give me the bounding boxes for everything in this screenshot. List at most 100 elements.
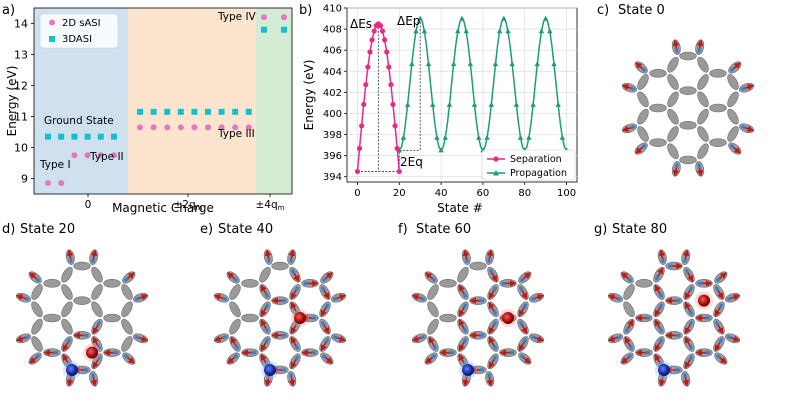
b-ytick-label: 402: [323, 88, 342, 99]
dasi-point: [205, 108, 211, 115]
nano-island: [709, 69, 727, 78]
moment-arrow: [684, 324, 691, 335]
nano-island: [623, 301, 635, 318]
sasi-point: [164, 124, 171, 131]
moment-arrow: [458, 353, 465, 364]
island-blue-end: [492, 320, 498, 327]
island-blue-end: [431, 353, 437, 359]
separation-point: [392, 123, 398, 129]
island-blue-end: [630, 86, 636, 91]
sasi-point: [245, 124, 252, 131]
moment-arrow: [654, 353, 661, 364]
moment-arrow: [488, 359, 495, 369]
propagation-point: [455, 28, 461, 34]
island-blue-end: [91, 258, 95, 263]
moment-arrow: [719, 272, 727, 280]
propagation-point: [467, 61, 474, 67]
panel-f-label: f): [398, 222, 408, 237]
moment-arrow: [458, 284, 465, 294]
island-blue-end: [66, 338, 72, 344]
positive-charge: [86, 346, 98, 359]
moment-arrow: [730, 294, 741, 301]
island-blue-end: [222, 296, 228, 301]
dasi-point: [111, 133, 117, 140]
moment-arrow: [635, 62, 643, 70]
nano-island: [457, 266, 469, 283]
separation-point: [356, 145, 363, 151]
island-blue-end: [420, 296, 426, 301]
island-blue-end: [289, 258, 293, 263]
island-blue-end: [714, 320, 720, 327]
moment-arrow: [325, 272, 333, 280]
island-blue-end: [233, 353, 239, 359]
island-blue-end: [332, 296, 338, 301]
island-blue-end: [462, 303, 468, 309]
propagation-point: [459, 15, 465, 21]
moment-arrow: [213, 335, 224, 342]
negative-charge: [462, 364, 474, 376]
b-ytick-label: 396: [323, 151, 342, 162]
b-xtick-label: 100: [557, 188, 576, 199]
nano-island: [31, 284, 43, 300]
propagation-point: [425, 61, 432, 67]
island-blue-end: [69, 258, 73, 263]
nano-island: [637, 74, 649, 90]
panel-b: b) 394 396 398 400 402 404 406 408 410 0 20 40 60 80…: [299, 3, 578, 215]
sasi-point: [84, 152, 91, 159]
propagation-point: [551, 61, 557, 67]
moment-arrow: [66, 377, 74, 387]
island-blue-end: [729, 143, 735, 149]
separation-point: [371, 28, 377, 34]
island-blue-end: [294, 355, 300, 361]
legend-dasi-marker: [49, 36, 55, 42]
island-blue-end: [290, 268, 296, 275]
moment-arrow: [627, 319, 634, 329]
nano-island: [43, 313, 61, 323]
moment-arrow: [654, 342, 661, 352]
moment-arrow: [684, 301, 691, 312]
nano-island: [697, 91, 709, 108]
b-xtick-label: 0: [354, 188, 360, 199]
moment-arrow: [290, 290, 297, 300]
nano-island: [697, 126, 709, 142]
island-blue-end: [123, 277, 129, 283]
b-xtick-label: 80: [518, 188, 531, 199]
moment-arrow: [62, 342, 69, 352]
island-blue-end: [134, 296, 140, 301]
moment-arrow: [92, 324, 99, 335]
propagation-point: [542, 15, 549, 21]
moment-arrow: [462, 249, 470, 259]
island-blue-end: [729, 67, 735, 73]
moment-arrow: [260, 319, 267, 329]
nano-island: [121, 301, 133, 318]
nano-island: [637, 108, 649, 125]
moment-arrow: [488, 336, 495, 346]
island-blue-end: [35, 277, 41, 283]
propagation-point: [430, 101, 436, 107]
b-ytick-label: 398: [323, 130, 342, 141]
b-ytick-label: 410: [323, 4, 342, 15]
b-y-axis: 394 396 398 400 402 404 406 408 410: [323, 4, 347, 183]
island-blue-end: [123, 353, 129, 359]
island-blue-end: [462, 338, 468, 344]
island-blue-end: [688, 344, 694, 350]
propagation-point: [484, 134, 490, 140]
sasi-point: [218, 124, 225, 131]
moment-arrow: [458, 342, 465, 352]
nano-island: [91, 266, 103, 283]
moment-arrow: [521, 324, 528, 335]
annot-type-1: Type I: [39, 159, 71, 171]
island-blue-end: [462, 327, 468, 333]
region-type-3: [128, 8, 256, 194]
lattice-state-60: [411, 249, 545, 387]
sasi-point: [150, 124, 157, 131]
island-blue-end: [321, 353, 327, 359]
dasi-point: [137, 108, 143, 115]
moment-arrow: [127, 356, 135, 364]
island-blue-end: [522, 303, 528, 309]
propagation-point: [530, 101, 536, 107]
island-blue-end: [688, 286, 694, 292]
separation-point: [382, 37, 388, 43]
moment-arrow: [717, 324, 724, 335]
